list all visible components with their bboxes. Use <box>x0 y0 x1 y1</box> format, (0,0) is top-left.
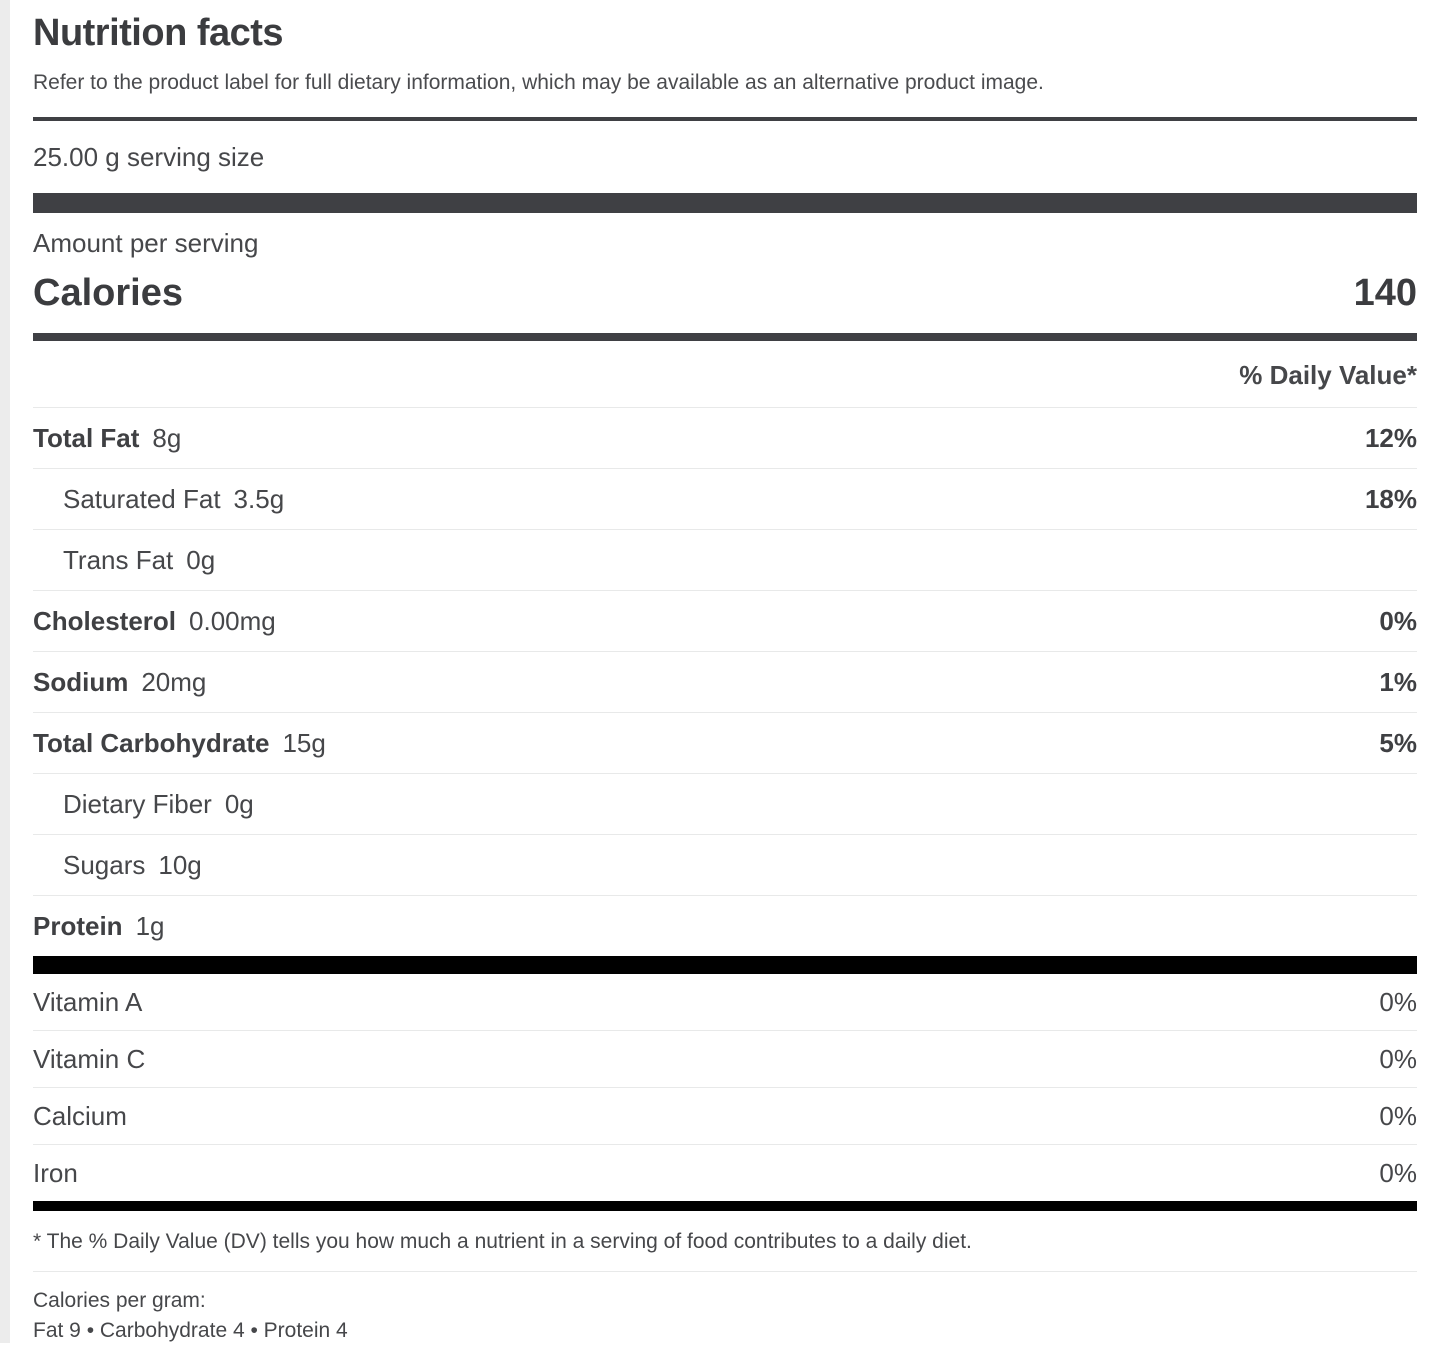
separator-bar-black-bottom <box>33 1201 1417 1211</box>
nutrient-dv: 12% <box>1364 423 1417 453</box>
vitamin-row: Vitamin A 0% <box>33 974 1417 1031</box>
nutrient-left: Sugars 10g <box>33 849 202 881</box>
vitamin-row: Calcium 0% <box>33 1088 1417 1145</box>
vitamin-dv: 0% <box>1379 1158 1417 1188</box>
vitamin-row: Vitamin C 0% <box>33 1031 1417 1088</box>
nutrient-row: Sodium 20mg 1% <box>33 652 1417 713</box>
nutrient-row: Trans Fat 0g <box>33 530 1417 591</box>
nutrient-row: Total Fat 8g 12% <box>33 408 1417 469</box>
nutrient-left: Saturated Fat 3.5g <box>33 483 284 515</box>
nutrient-label: Total Carbohydrate <box>33 728 270 758</box>
nutrient-dv: 5% <box>1379 728 1417 758</box>
nutrient-row: Saturated Fat 3.5g 18% <box>33 469 1417 530</box>
calories-label: Calories <box>33 272 183 314</box>
nutrient-amount: 0g <box>224 789 254 819</box>
nutrient-left: Protein 1g <box>33 910 165 942</box>
nutrient-dv: 18% <box>1364 484 1417 514</box>
nutrient-list: Total Fat 8g 12% Saturated Fat 3.5g 18% Tr… <box>33 408 1417 956</box>
nutrient-amount: 20mg <box>141 667 207 697</box>
nutrient-left: Trans Fat 0g <box>33 544 215 576</box>
vitamin-label: Vitamin A <box>33 987 143 1017</box>
nutrient-amount: 8g <box>152 423 182 453</box>
calories-per-gram-label: Calories per gram: <box>33 1289 206 1312</box>
nutrient-left: Sodium 20mg <box>33 666 206 698</box>
nutrient-label: Cholesterol <box>33 606 177 636</box>
vitamin-label: Vitamin C <box>33 1044 146 1074</box>
nutrient-left: Dietary Fiber 0g <box>33 788 254 820</box>
nutrient-label: Saturated Fat <box>63 484 221 514</box>
nutrient-label: Trans Fat <box>63 545 174 575</box>
nutrient-amount: 15g <box>282 728 326 758</box>
vitamin-dv: 0% <box>1379 987 1417 1017</box>
nutrient-dv: 0% <box>1379 606 1417 636</box>
nutrient-amount: 0.00mg <box>189 606 276 636</box>
nutrient-label: Sodium <box>33 667 129 697</box>
vitamin-list: Vitamin A 0% Vitamin C 0% Calcium 0% Iro… <box>33 974 1417 1201</box>
calories-value: 140 <box>1353 272 1417 314</box>
nutrient-label: Protein <box>33 911 123 941</box>
separator-bar-thick <box>33 193 1417 213</box>
nutrient-left: Total Fat 8g <box>33 422 181 454</box>
nutrient-amount: 1g <box>135 911 165 941</box>
separator-bar-medium <box>33 333 1417 341</box>
amount-per-serving-label: Amount per serving <box>33 228 259 258</box>
vitamin-dv: 0% <box>1379 1044 1417 1074</box>
vitamin-dv: 0% <box>1379 1101 1417 1131</box>
nutrient-amount: 10g <box>158 850 202 880</box>
nutrient-row: Dietary Fiber 0g <box>33 774 1417 835</box>
vitamin-row: Iron 0% <box>33 1145 1417 1201</box>
calories-per-gram-values: Fat 9 • Carbohydrate 4 • Protein 4 <box>33 1319 348 1342</box>
nutrient-label: Total Fat <box>33 423 140 453</box>
page-title: Nutrition facts <box>33 12 284 54</box>
serving-size: 25.00 g serving size <box>33 142 265 172</box>
nutrient-label: Dietary Fiber <box>63 789 212 819</box>
nutrition-facts-panel: Nutrition facts Refer to the product lab… <box>33 0 1417 1346</box>
calories-per-gram: Calories per gram: Fat 9 • Carbohydrate … <box>33 1286 1417 1346</box>
daily-value-header: % Daily Value* <box>33 341 1417 408</box>
nutrient-amount: 3.5g <box>233 484 285 514</box>
nutrient-row: Cholesterol 0.00mg 0% <box>33 591 1417 652</box>
nutrient-label: Sugars <box>63 850 146 880</box>
nutrient-row: Sugars 10g <box>33 835 1417 896</box>
calories-row: Calories 140 <box>33 269 1417 317</box>
nutrient-row: Protein 1g <box>33 896 1417 956</box>
vitamin-label: Iron <box>33 1158 78 1188</box>
nutrition-subtitle: Refer to the product label for full diet… <box>33 71 1044 94</box>
nutrient-dv: 1% <box>1379 667 1417 697</box>
page-left-edge <box>0 0 10 1343</box>
nutrient-left: Total Carbohydrate 15g <box>33 727 326 759</box>
daily-value-footnote: * The % Daily Value (DV) tells you how m… <box>33 1211 1417 1272</box>
vitamin-label: Calcium <box>33 1101 127 1131</box>
nutrient-amount: 0g <box>186 545 216 575</box>
separator-bar-thin <box>33 117 1417 121</box>
separator-bar-black-top <box>33 956 1417 974</box>
nutrient-left: Cholesterol 0.00mg <box>33 605 276 637</box>
nutrient-row: Total Carbohydrate 15g 5% <box>33 713 1417 774</box>
